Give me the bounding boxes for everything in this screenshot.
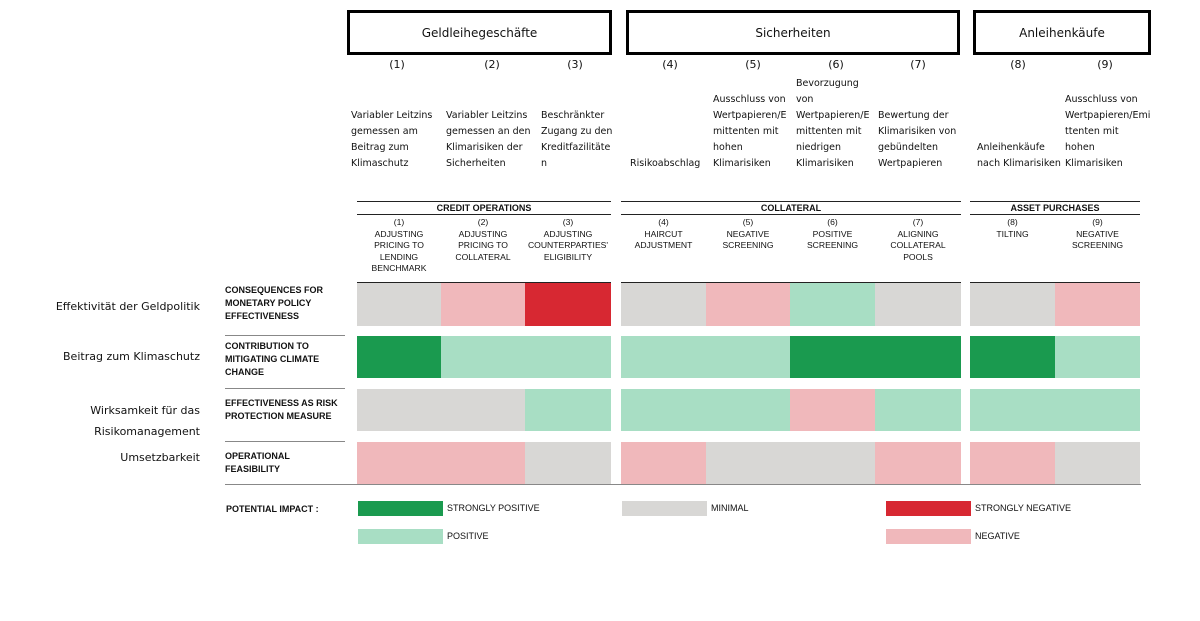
impact-cell — [621, 283, 706, 326]
row-divider — [225, 441, 345, 442]
column-description-de: Variabler Leitzins gemessen am Beitrag z… — [351, 110, 433, 169]
column-description-de: Anleihenkäufe nach Klimarisiken — [977, 142, 1061, 169]
column-description-de: Ausschluss von Wertpapieren/Emi ttenten … — [1065, 94, 1151, 169]
column-header-en: (8) TILTING — [996, 217, 1029, 239]
row-label-de: Wirksamkeit für das Risikomanagement — [90, 404, 200, 438]
impact-cell — [875, 336, 961, 378]
impact-cell — [1055, 283, 1140, 326]
impact-cell — [706, 283, 790, 326]
column-description-de: Bevorzugung von Wertpapieren/E mittenten… — [796, 78, 870, 169]
group-box-purchases-de: Anleihenkäufe — [973, 10, 1151, 55]
legend-swatch-strongly-positive — [358, 501, 443, 516]
column-description-de: Beschränkter Zugang zu den Kreditfazilit… — [541, 110, 613, 169]
row-label-en: CONSEQUENCES FOR MONETARY POLICY EFFECTI… — [225, 285, 324, 321]
impact-cell — [441, 336, 525, 378]
row-label-en: EFFECTIVENESS AS RISK PROTECTION MEASURE — [225, 398, 338, 421]
legend-label-strongly-positive: STRONGLY POSITIVE — [447, 503, 540, 513]
legend-label-negative: NEGATIVE — [975, 531, 1020, 541]
legend-swatch-negative — [886, 529, 971, 544]
column-header-en: (7) ALIGNING COLLATERAL POOLS — [890, 217, 946, 262]
column-number: (3) — [567, 58, 583, 71]
impact-cell — [790, 283, 875, 326]
group-header-purchases-en: ASSET PURCHASES — [970, 201, 1140, 215]
column-header-en: (6) POSITIVE SCREENING — [806, 217, 859, 250]
group-header-credit-en: CREDIT OPERATIONS — [357, 201, 611, 215]
impact-cell — [621, 389, 706, 431]
divider-line — [225, 484, 1141, 485]
column-number: (6) — [828, 58, 844, 71]
impact-cell — [525, 336, 611, 378]
column-header-en: (4) HAIRCUT ADJUSTMENT — [634, 217, 693, 250]
impact-cell — [441, 283, 525, 326]
legend-label-positive: POSITIVE — [447, 531, 489, 541]
impact-cell — [790, 442, 875, 484]
impact-cell — [621, 442, 706, 484]
impact-cell — [706, 336, 790, 378]
impact-cell — [357, 336, 441, 378]
impact-cell — [875, 389, 961, 431]
row-label-de: Beitrag zum Klimaschutz — [63, 350, 200, 363]
column-number: (2) — [484, 58, 500, 71]
row-label-en: OPERATIONAL FEASIBILITY — [225, 451, 290, 474]
impact-cell — [525, 442, 611, 484]
divider-line — [357, 282, 611, 283]
impact-cell — [441, 442, 525, 484]
column-header-en: (1) ADJUSTING PRICING TO LENDING BENCHMA… — [371, 217, 427, 273]
group-title: Geldleihegeschäfte — [421, 25, 538, 40]
legend-swatch-minimal — [622, 501, 707, 516]
row-divider — [225, 388, 345, 389]
column-header-en: (2) ADJUSTING PRICING TO COLLATERAL — [455, 217, 511, 262]
column-number: (8) — [1010, 58, 1026, 71]
impact-cell — [525, 283, 611, 326]
legend-swatch-positive — [358, 529, 443, 544]
impact-cell — [790, 336, 875, 378]
impact-cell — [357, 442, 441, 484]
impact-cell — [970, 389, 1055, 431]
column-number: (9) — [1097, 58, 1113, 71]
legend-swatch-strongly-negative — [886, 501, 971, 516]
impact-cell — [706, 389, 790, 431]
column-number: (7) — [910, 58, 926, 71]
impact-cell — [706, 442, 790, 484]
column-description-de: Ausschluss von Wertpapieren/E mittenten … — [713, 94, 787, 169]
column-header-en: (5) NEGATIVE SCREENING — [722, 217, 774, 250]
impact-cell — [441, 389, 525, 431]
impact-cell — [875, 283, 961, 326]
impact-cell — [1055, 336, 1140, 378]
column-header-en: (9) NEGATIVE SCREENING — [1071, 217, 1124, 250]
divider-line — [970, 282, 1140, 283]
column-number: (5) — [745, 58, 761, 71]
row-label-en: CONTRIBUTION TO MITIGATING CLIMATE CHANG… — [225, 341, 320, 377]
impact-cell — [357, 283, 441, 326]
column-description-de: Variabler Leitzins gemessen an den Klima… — [446, 110, 531, 169]
legend-label-minimal: MINIMAL — [711, 503, 749, 513]
row-divider — [225, 335, 345, 336]
impact-cell — [875, 442, 961, 484]
impact-cell — [525, 389, 611, 431]
group-header-collateral-en: COLLATERAL — [621, 201, 961, 215]
column-number: (4) — [662, 58, 678, 71]
group-title: Anleihenkäufe — [1019, 25, 1105, 40]
column-number: (1) — [389, 58, 405, 71]
impact-cell — [621, 336, 706, 378]
impact-cell — [357, 389, 441, 431]
legend-title: POTENTIAL IMPACT : — [226, 504, 319, 514]
group-title: Sicherheiten — [755, 25, 831, 40]
column-header-en: (3) ADJUSTING COUNTERPARTIES' ELIGIBILIT… — [527, 217, 609, 262]
impact-cell — [970, 283, 1055, 326]
impact-cell — [1055, 442, 1140, 484]
row-label-de: Umsetzbarkeit — [120, 451, 200, 464]
impact-cell — [970, 336, 1055, 378]
impact-cell — [1055, 389, 1140, 431]
divider-line — [621, 282, 961, 283]
group-box-credit-de: Geldleihegeschäfte — [347, 10, 612, 55]
impact-cell — [970, 442, 1055, 484]
row-label-de: Effektivität der Geldpolitik — [55, 300, 200, 313]
impact-cell — [790, 389, 875, 431]
column-description-de: Bewertung der Klimarisiken von gebündelt… — [878, 110, 957, 169]
group-box-collateral-de: Sicherheiten — [626, 10, 960, 55]
column-description-de: Risikoabschlag — [630, 158, 701, 169]
legend-label-strongly-negative: STRONGLY NEGATIVE — [975, 503, 1072, 513]
